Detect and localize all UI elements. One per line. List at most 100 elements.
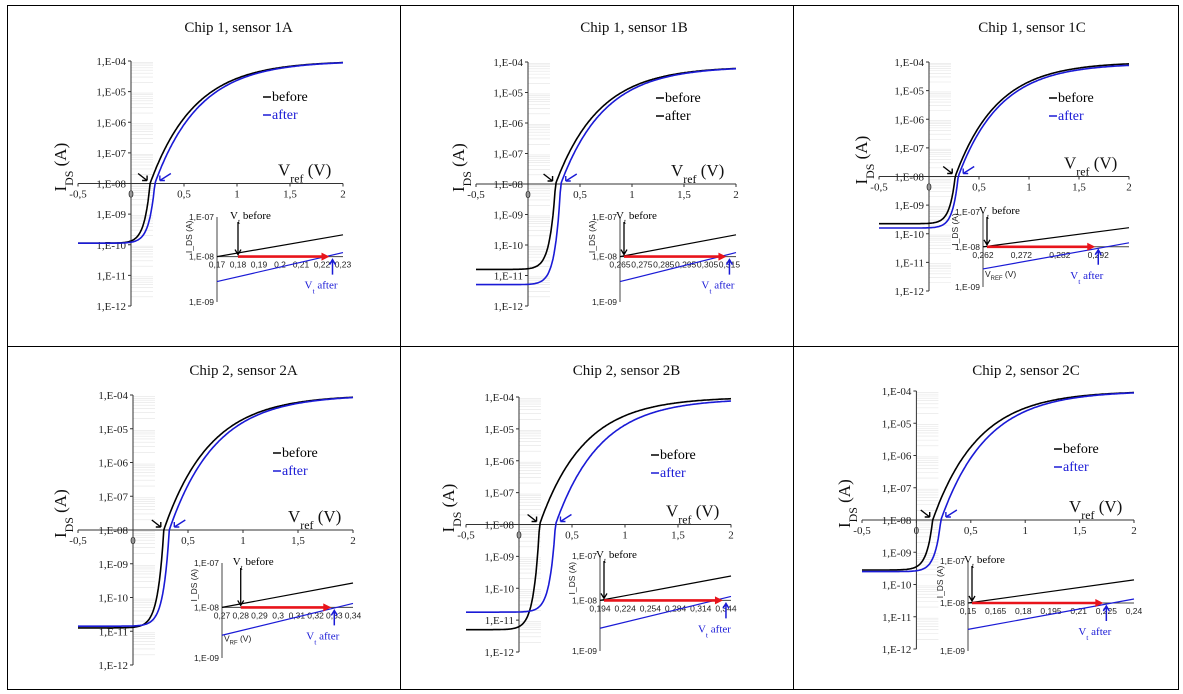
vt-before-arrowhead [924,512,931,518]
vt-after-arrowhead [159,175,165,182]
legend-before: before [282,446,318,461]
vt-after-up-arrow [1094,248,1102,265]
vt-shift-arrowhead [1087,242,1096,251]
x-axis-label: Vref (V) [288,507,341,532]
inset-x-tick-label: 0,18 [1015,606,1032,616]
inset-x-tick-label: 0,272 [1011,250,1033,260]
inset-x-tick-label: 0,275 [631,260,653,270]
x-tick-label: 1 [240,535,246,547]
x-axis-label: Vref (V) [666,502,719,527]
y-axis-label: IDS (A) [439,484,464,533]
inset-y-axis-label: I_DS (A) [587,220,597,253]
y-tick-label: 1,E-11 [485,615,514,627]
vt-before-label: Vt before [616,210,657,226]
inset-background [963,204,1133,295]
inset-x-tick-label: 0,15 [960,606,977,616]
inset-x-tick-label: 0,28 [232,610,249,620]
vt-before-label: Vt before [596,549,637,565]
y-tick-label: 1,E-08 [493,179,523,191]
y-tick-label: 1,E-05 [98,424,128,436]
y-tick-label: 1,E-10 [882,580,912,592]
inset-x-tick-label: 0,21 [1070,606,1087,616]
x-tick-label: 1 [234,189,240,201]
inset-line-after [982,242,1130,270]
x-tick-label: -0,5 [69,535,87,547]
x-tick-label: 0 [926,182,932,194]
chart-title: Chip 2, sensor 2A [189,363,298,379]
grid-lines [528,63,550,298]
y-tick-label: 1,E-06 [882,451,912,463]
vt-shift-arrowhead [714,596,723,605]
vt-before-label: Vt before [979,205,1020,221]
inset-x-tick-label: 0,3 [272,610,284,620]
vt-before-arrowhead [142,175,148,182]
inset-x-tick-label: 0,254 [640,603,662,613]
vt-shift-arrowhead [323,603,332,612]
y-axis-label: IDS (A) [51,143,76,192]
inset-y-tick-label: 1,E-08 [592,252,617,262]
x-tick-label: 0 [128,189,134,201]
inset-x-tick-label: 0,22 [314,260,331,270]
y-tick-label: 1,E-07 [882,483,912,495]
x-tick-label: 1,5 [677,189,691,201]
legend-after: after [1058,109,1084,124]
inset-x-tick-label: 0,2 [274,260,286,270]
inset-x-tick-label: 0,265 [609,260,631,270]
vt-before-arrow [920,509,931,518]
vt-before-label: Vt before [233,556,274,572]
x-axis-label: Vref (V) [278,161,331,186]
legend-after: after [272,108,298,123]
inset-y-axis-label: I_DS (A) [567,562,577,595]
y-tick-label: 1,E-06 [493,118,523,130]
vt-before-down-arrow [620,222,628,256]
legend-after: after [665,109,691,124]
vt-after-label: Vt after [305,280,338,296]
inset-line-after [599,595,732,629]
x-tick-label: 0,5 [964,525,978,537]
x-axis-label: Vref (V) [1069,497,1122,522]
inset-x-tick-label: 0,305 [697,260,719,270]
vt-after-arrowhead [173,522,180,528]
y-tick-label: 1,E-06 [894,114,924,126]
inset-y-axis-label: I_DS (A) [189,569,199,602]
inset-x-tick-label: 0,285 [653,260,675,270]
y-axis-label: IDS (A) [449,143,474,192]
y-tick-label: 1,E-04 [894,57,924,69]
y-tick-label: 1,E-09 [882,547,912,559]
vt-after-up-arrow [330,608,338,626]
vt-before-arrow [527,513,537,523]
vt-after-label: Vt after [1078,626,1111,642]
x-tick-label: 1,5 [671,530,685,542]
inset-x-tick-label: 0,262 [972,250,994,260]
y-tick-label: 1,E-12 [882,644,912,656]
inset-background [600,209,740,310]
chart-title: Chip 1, sensor 1C [978,20,1086,36]
vt-shift-arrowhead [321,252,330,261]
series-line-after [862,392,1134,573]
y-tick-label: 1,E-04 [493,57,523,69]
y-tick-label: 1,E-07 [96,148,126,160]
y-tick-label: 1,E-06 [96,117,126,129]
inset-line-before [982,227,1130,248]
vt-after-up-arrow [722,601,730,619]
inset-y-tick-label: 1,E-07 [189,212,214,222]
y-tick-label: 1,E-10 [98,593,128,605]
y-tick-label: 1,E-05 [894,86,924,98]
vt-after-arrow [565,173,578,182]
vt-after-label: Vt after [698,623,731,639]
y-tick-label: 1,E-09 [98,559,128,571]
chart-panel-4: 1,E-04 1,E-05 1,E-06 1,E-07 1,E-08 1,E-09 1,E-… [51,363,362,672]
y-tick-label: 1,E-07 [894,143,924,155]
series-line-after [879,64,1129,229]
y-tick-label: 1,E-04 [882,386,912,398]
vt-after-arrow [560,513,572,523]
x-tick-label: 1,5 [1073,525,1087,537]
vt-before-down-arrow [968,566,976,603]
vt-before-arrowhead [155,522,162,528]
inset-y-tick-label: 1,E-08 [940,598,965,608]
y-tick-label: 1,E-11 [99,626,128,638]
y-tick-label: 1,E-05 [882,418,912,430]
x-tick-label: -0,5 [870,182,888,194]
legend-before: before [1063,442,1099,457]
y-tick-label: 1,E-05 [96,87,126,99]
